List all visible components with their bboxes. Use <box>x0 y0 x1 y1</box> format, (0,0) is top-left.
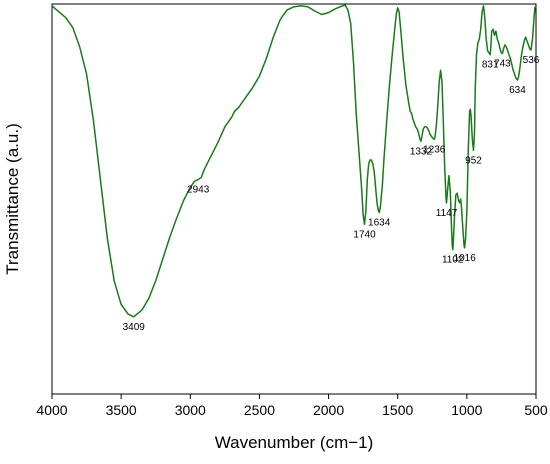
x-tick-label: 1500 <box>382 402 413 418</box>
x-tick-label: 3500 <box>106 402 137 418</box>
peak-label: 1634 <box>368 218 391 229</box>
peak-label: 634 <box>509 85 526 96</box>
x-axis-tick-labels: 4000 3500 3000 2500 2000 1500 1000 500 <box>36 402 547 418</box>
x-tick-label: 3000 <box>175 402 206 418</box>
x-axis-ticks <box>51 394 537 399</box>
x-axis-title: Wavenumber (cm−1) <box>215 433 374 452</box>
peak-label: 1016 <box>454 253 477 264</box>
y-axis-title: Transmittance (a.u.) <box>3 123 22 274</box>
x-tick-label: 2000 <box>313 402 344 418</box>
peak-label: 1740 <box>353 229 376 240</box>
peak-label: 1332 <box>410 146 433 157</box>
plot-frame <box>51 3 537 395</box>
peak-label: 831 <box>482 60 499 71</box>
peak-label: 1147 <box>436 208 458 219</box>
spectrum-line <box>51 4 537 318</box>
x-tick-label: 500 <box>524 402 548 418</box>
x-tick-label: 2500 <box>244 402 275 418</box>
x-tick-label: 1000 <box>451 402 482 418</box>
x-tick-label: 4000 <box>36 402 67 418</box>
peak-label: 1236 <box>423 144 446 155</box>
peak-label: 536 <box>523 55 540 66</box>
peak-label: 3409 <box>123 322 146 333</box>
peak-label: 743 <box>494 59 511 70</box>
peak-label: 952 <box>465 155 482 166</box>
peak-label: 1102 <box>442 255 464 266</box>
peak-label: 2943 <box>187 185 210 196</box>
